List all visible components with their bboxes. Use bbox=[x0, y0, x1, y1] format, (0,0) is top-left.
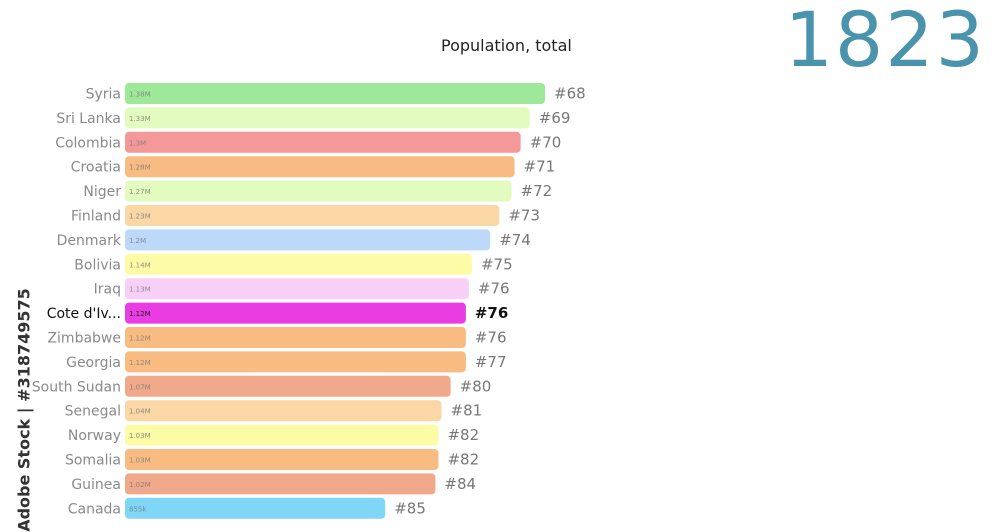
bar-15 bbox=[125, 449, 439, 470]
bar-16 bbox=[125, 473, 436, 495]
category-label: Senegal bbox=[65, 404, 121, 420]
rank-label: #71 bbox=[524, 158, 556, 176]
bar-11 bbox=[125, 351, 466, 373]
bar-6 bbox=[125, 229, 491, 251]
rank-label: #80 bbox=[460, 377, 492, 395]
category-label: Cote d'Iv... bbox=[47, 306, 121, 322]
category-label: Norway bbox=[68, 428, 121, 444]
bar-9 bbox=[125, 302, 466, 324]
rank-label: #74 bbox=[499, 231, 531, 249]
bar-4 bbox=[125, 180, 512, 202]
rank-label: #75 bbox=[481, 255, 513, 273]
value-label: 1.04M bbox=[129, 408, 151, 416]
value-label: 1.2M bbox=[129, 237, 146, 245]
category-label: Denmark bbox=[57, 233, 122, 249]
rank-label: #81 bbox=[451, 402, 483, 420]
rank-label: #68 bbox=[554, 85, 586, 103]
bar-13 bbox=[125, 400, 442, 422]
chart-title: Population, total bbox=[441, 36, 572, 55]
bar-17 bbox=[125, 497, 386, 519]
bar-8 bbox=[125, 278, 469, 300]
category-label: Croatia bbox=[71, 160, 121, 176]
value-label: 1.27M bbox=[129, 188, 151, 196]
bar-1 bbox=[125, 107, 530, 129]
value-label: 1.12M bbox=[129, 359, 151, 367]
rank-label: #69 bbox=[539, 109, 571, 127]
category-label: Syria bbox=[86, 87, 121, 103]
bar-5 bbox=[125, 205, 500, 226]
value-label: 1.03M bbox=[129, 457, 151, 465]
rank-label: #72 bbox=[521, 182, 553, 200]
rank-label: #73 bbox=[508, 207, 540, 225]
value-label: 855k bbox=[129, 505, 147, 513]
year-label: 1823 bbox=[784, 0, 986, 84]
value-label: 1.12M bbox=[129, 335, 151, 343]
bar-10 bbox=[125, 327, 466, 348]
value-label: 1.13M bbox=[129, 286, 151, 294]
bar-12 bbox=[125, 375, 451, 397]
value-label: 1.12M bbox=[129, 310, 151, 318]
value-label: 1.03M bbox=[129, 432, 151, 440]
bar-3 bbox=[125, 156, 515, 178]
value-label: 1.38M bbox=[129, 91, 151, 99]
category-label: Finland bbox=[71, 209, 121, 225]
rank-label: #82 bbox=[447, 426, 479, 444]
bar-7 bbox=[125, 253, 472, 275]
value-label: 1.28M bbox=[129, 164, 151, 172]
rank-label: #76 bbox=[478, 280, 510, 298]
value-label: 1.02M bbox=[129, 481, 151, 489]
bar-0 bbox=[125, 83, 545, 104]
category-label: Sri Lanka bbox=[56, 111, 121, 127]
rank-label: #76 bbox=[475, 329, 507, 347]
rank-label: #84 bbox=[444, 475, 476, 493]
bar-2 bbox=[125, 131, 521, 153]
rank-label: #70 bbox=[530, 133, 562, 151]
category-label: Zimbabwe bbox=[47, 331, 121, 347]
category-label: Iraq bbox=[94, 282, 121, 298]
value-label: 1.14M bbox=[129, 261, 151, 269]
rank-label: #85 bbox=[394, 499, 426, 517]
category-label: Canada bbox=[68, 501, 121, 517]
category-label: Somalia bbox=[65, 453, 121, 469]
rank-label: #82 bbox=[447, 451, 479, 469]
bar-14 bbox=[125, 424, 439, 446]
category-label: Niger bbox=[83, 184, 121, 200]
category-label: Bolivia bbox=[74, 257, 121, 273]
rank-label: #76 bbox=[475, 304, 508, 322]
category-label: Guinea bbox=[71, 477, 121, 493]
value-label: 1.23M bbox=[129, 213, 151, 221]
value-label: 1.07M bbox=[129, 383, 151, 391]
value-label: 1.33M bbox=[129, 115, 151, 123]
category-label: Colombia bbox=[55, 135, 121, 151]
value-label: 1.3M bbox=[129, 139, 146, 147]
rank-label: #77 bbox=[475, 353, 507, 371]
category-label: Georgia bbox=[66, 355, 121, 371]
category-label: South Sudan bbox=[32, 379, 121, 395]
